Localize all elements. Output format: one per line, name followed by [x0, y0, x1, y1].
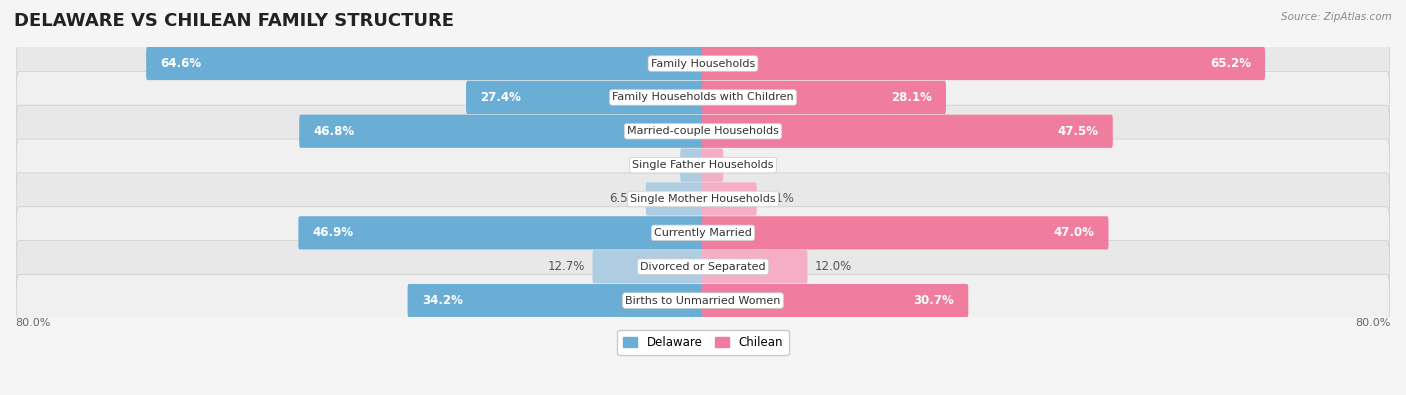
FancyBboxPatch shape [681, 149, 704, 182]
FancyBboxPatch shape [702, 182, 756, 216]
Text: Single Mother Households: Single Mother Households [630, 194, 776, 204]
Text: Divorced or Separated: Divorced or Separated [640, 262, 766, 272]
Text: Family Households with Children: Family Households with Children [612, 92, 794, 102]
Text: 2.5%: 2.5% [643, 159, 673, 171]
Text: Births to Unmarried Women: Births to Unmarried Women [626, 295, 780, 306]
FancyBboxPatch shape [702, 81, 946, 114]
Legend: Delaware, Chilean: Delaware, Chilean [617, 330, 789, 355]
FancyBboxPatch shape [17, 275, 1389, 327]
FancyBboxPatch shape [465, 81, 704, 114]
Text: 80.0%: 80.0% [15, 318, 51, 328]
FancyBboxPatch shape [702, 47, 1265, 80]
FancyBboxPatch shape [146, 47, 704, 80]
FancyBboxPatch shape [17, 241, 1389, 293]
FancyBboxPatch shape [645, 182, 704, 216]
FancyBboxPatch shape [702, 115, 1112, 148]
Text: 2.2%: 2.2% [731, 159, 761, 171]
FancyBboxPatch shape [17, 139, 1389, 191]
Text: 47.5%: 47.5% [1057, 125, 1098, 138]
Text: 28.1%: 28.1% [891, 91, 932, 104]
FancyBboxPatch shape [17, 105, 1389, 157]
Text: 46.8%: 46.8% [314, 125, 354, 138]
Text: 65.2%: 65.2% [1209, 57, 1251, 70]
FancyBboxPatch shape [298, 216, 704, 249]
Text: 34.2%: 34.2% [422, 294, 463, 307]
Text: Married-couple Households: Married-couple Households [627, 126, 779, 136]
Text: 47.0%: 47.0% [1053, 226, 1094, 239]
Text: 27.4%: 27.4% [481, 91, 522, 104]
FancyBboxPatch shape [17, 173, 1389, 225]
FancyBboxPatch shape [702, 149, 723, 182]
FancyBboxPatch shape [17, 71, 1389, 124]
Text: 6.5%: 6.5% [609, 192, 638, 205]
Text: Single Father Households: Single Father Households [633, 160, 773, 170]
Text: 12.7%: 12.7% [548, 260, 585, 273]
Text: 12.0%: 12.0% [815, 260, 852, 273]
FancyBboxPatch shape [592, 250, 704, 283]
Text: Source: ZipAtlas.com: Source: ZipAtlas.com [1281, 12, 1392, 22]
FancyBboxPatch shape [702, 216, 1108, 249]
FancyBboxPatch shape [408, 284, 704, 317]
Text: 64.6%: 64.6% [160, 57, 201, 70]
Text: 30.7%: 30.7% [914, 294, 955, 307]
FancyBboxPatch shape [702, 284, 969, 317]
Text: Family Households: Family Households [651, 58, 755, 68]
FancyBboxPatch shape [299, 115, 704, 148]
Text: Currently Married: Currently Married [654, 228, 752, 238]
FancyBboxPatch shape [17, 207, 1389, 259]
FancyBboxPatch shape [702, 250, 807, 283]
Text: 80.0%: 80.0% [1355, 318, 1391, 328]
FancyBboxPatch shape [17, 38, 1389, 90]
Text: 6.1%: 6.1% [763, 192, 794, 205]
Text: DELAWARE VS CHILEAN FAMILY STRUCTURE: DELAWARE VS CHILEAN FAMILY STRUCTURE [14, 12, 454, 30]
Text: 46.9%: 46.9% [312, 226, 354, 239]
